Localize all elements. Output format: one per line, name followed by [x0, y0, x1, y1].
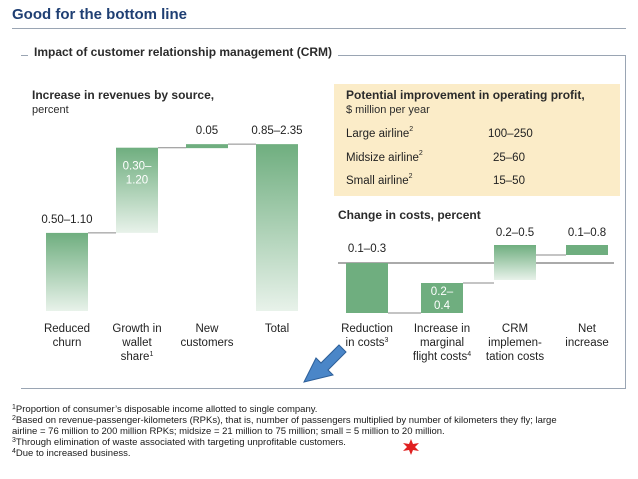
revenue-category-line: churn — [52, 337, 82, 349]
panel-title: Impact of customer relationship manageme… — [28, 45, 339, 59]
cost-category-3: Net increase — [545, 322, 629, 350]
cost-waterfall-chart: 0.1–0.3 0.2– 0.4 0.2–0.5 0.1–0.8 — [338, 227, 614, 314]
footnote-2-cont: airline = 76 million to 200 million RPKs… — [12, 426, 445, 437]
revenue-bar-1 — [116, 147, 158, 233]
pointer-arrow-icon — [303, 344, 347, 383]
revenue-category-line: New — [195, 323, 219, 335]
cost-bar-2 — [494, 245, 536, 280]
profit-row-midsize-label: Midsize airline2 — [346, 150, 423, 164]
title-divider — [12, 28, 626, 29]
revenue-category-line: Growth in — [112, 323, 162, 335]
cost-value-label-2: 0.2–0.5 — [496, 227, 534, 239]
revenue-value-label-3: 0.85–2.35 — [251, 125, 302, 137]
cost-value-label-3: 0.1–0.8 — [568, 227, 606, 239]
star-icon — [403, 439, 419, 455]
footnote-3: 3Through elimination of waste associated… — [12, 437, 346, 448]
costs-heading: Change in costs, percent — [338, 208, 481, 222]
cost-bar-0 — [346, 263, 388, 313]
revenue-heading: Increase in revenues by source, — [32, 88, 215, 102]
cost-category-line: marginal — [419, 337, 465, 349]
cost-value-label-1: 0.2– — [431, 286, 454, 298]
revenue-value-label-2: 0.05 — [196, 125, 218, 137]
profit-row-small-label: Small airline2 — [346, 173, 413, 187]
revenue-value-label-1-b: 1.20 — [126, 175, 148, 187]
cost-category-line: CRM — [501, 323, 529, 335]
footnote-2: 2Based on revenue-passenger-kilometers (… — [12, 415, 557, 426]
revenue-waterfall-chart: 0.50–1.10 0.30– 1.20 0.05 0.85–2.35 — [41, 125, 303, 311]
revenue-category-1: Growth in wallet share1 — [97, 322, 177, 364]
cost-category-2: CRM implemen-tation costs — [473, 322, 557, 364]
cost-category-1: Increase in marginal flight costs4 — [400, 322, 484, 364]
revenue-bar-0 — [46, 232, 88, 311]
cost-category-line: flight costs4 — [412, 351, 472, 363]
revenue-value-label-1: 0.30– — [123, 161, 152, 173]
revenue-category-0: Reduced churn — [27, 322, 107, 350]
cost-category-line: implemen- — [488, 337, 542, 349]
profit-row-small-value: 15–50 — [493, 175, 525, 187]
profit-row-large-label: Large airline2 — [346, 126, 414, 140]
page-title: Good for the bottom line — [12, 6, 187, 23]
revenue-category-line: wallet — [122, 337, 152, 349]
profit-table — [334, 84, 620, 196]
cost-category-line: Reduction — [341, 323, 393, 335]
revenue-category-2: New customers — [167, 322, 247, 350]
revenue-unit: percent — [32, 104, 69, 116]
profit-unit: $ million per year — [346, 104, 430, 116]
revenue-bar-2 — [186, 144, 228, 149]
cost-value-label-0: 0.1–0.3 — [348, 243, 386, 255]
footnote-1: 1Proportion of consumer’s disposable inc… — [12, 404, 318, 415]
profit-row-midsize-value: 25–60 — [493, 152, 525, 164]
revenue-category-line: share1 — [120, 351, 154, 363]
revenue-category-line: Total — [264, 323, 290, 335]
cost-category-0: Reduction in costs3 — [325, 322, 409, 350]
revenue-bar-3 — [256, 144, 298, 311]
cost-bar-3 — [566, 245, 608, 255]
cost-category-line: increase — [565, 337, 609, 349]
revenue-category-3: Total — [237, 322, 317, 336]
cost-bar-1 — [421, 283, 463, 313]
profit-heading: Potential improvement in operating profi… — [346, 88, 585, 102]
revenue-value-label-0: 0.50–1.10 — [41, 214, 92, 226]
cost-category-line: Increase in — [413, 323, 471, 335]
profit-row-large-value: 100–250 — [488, 128, 533, 140]
revenue-category-line: Reduced — [43, 323, 91, 335]
footnote-4: 4Due to increased business. — [12, 448, 131, 459]
cost-value-label-1-b: 0.4 — [434, 300, 451, 312]
revenue-category-line: customers — [180, 337, 234, 349]
cost-category-line: Net — [578, 323, 596, 335]
cost-category-line: tation costs — [485, 351, 545, 363]
cost-category-line: in costs3 — [345, 337, 389, 349]
